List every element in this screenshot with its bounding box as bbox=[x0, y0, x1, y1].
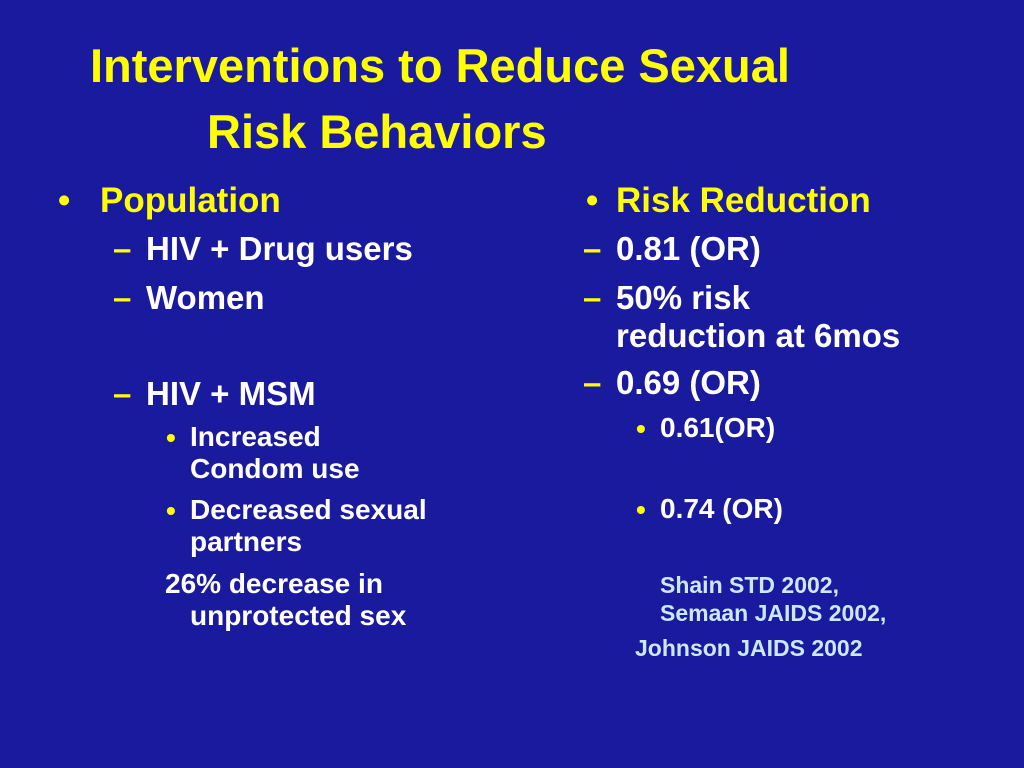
dash-icon: – bbox=[113, 230, 132, 267]
left-subitem-1-line-1: Increased bbox=[190, 421, 321, 452]
left-subitem-1-line-2: Condom use bbox=[190, 453, 360, 484]
citation-line-2: Semaan JAIDS 2002, bbox=[660, 600, 887, 626]
left-heading: Population bbox=[100, 181, 281, 220]
bullet-icon: • bbox=[636, 494, 646, 525]
left-note-line-2: unprotected sex bbox=[190, 600, 407, 631]
bullet-icon: • bbox=[58, 181, 71, 220]
left-item-1: HIV + Drug users bbox=[146, 230, 413, 267]
bullet-icon: • bbox=[166, 495, 176, 526]
left-item-2: Women bbox=[146, 279, 265, 316]
slide-title-line-1: Interventions to Reduce Sexual bbox=[90, 39, 790, 92]
right-item-2-line-2: reduction at 6mos bbox=[616, 317, 901, 354]
citation-line-1: Shain STD 2002, bbox=[660, 572, 839, 598]
right-subitem-2: 0.74 (OR) bbox=[660, 493, 783, 524]
slide-title-line-2: Risk Behaviors bbox=[207, 105, 547, 158]
right-item-2-line-1: 50% risk bbox=[616, 279, 750, 316]
right-subitem-1: 0.61(OR) bbox=[660, 412, 776, 443]
left-subitem-2-line-1: Decreased sexual bbox=[190, 494, 427, 525]
dash-icon: – bbox=[583, 364, 602, 401]
left-subitem-2-line-2: partners bbox=[190, 526, 303, 557]
dash-icon: – bbox=[113, 279, 132, 316]
dash-icon: – bbox=[583, 230, 602, 267]
right-item-3: 0.69 (OR) bbox=[616, 364, 761, 401]
right-item-1: 0.81 (OR) bbox=[616, 230, 761, 267]
left-item-3: HIV + MSM bbox=[146, 375, 316, 412]
left-note-line-1: 26% decrease in bbox=[165, 568, 383, 599]
dash-icon: – bbox=[113, 375, 132, 412]
bullet-icon: • bbox=[586, 181, 599, 220]
bullet-icon: • bbox=[166, 422, 176, 453]
right-heading: Risk Reduction bbox=[616, 181, 871, 220]
bullet-icon: • bbox=[636, 413, 646, 444]
dash-icon: – bbox=[583, 279, 602, 316]
citation-line-3: Johnson JAIDS 2002 bbox=[635, 635, 863, 661]
